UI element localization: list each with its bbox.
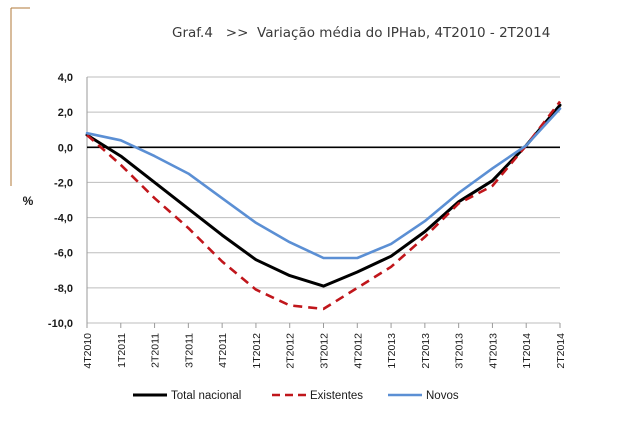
series-lines bbox=[85, 100, 562, 311]
x-tick-label: 4T2011 bbox=[217, 333, 229, 368]
x-tick-label: 3T2013 bbox=[454, 333, 466, 369]
axes bbox=[86, 77, 561, 328]
x-tick-label: 2T2013 bbox=[420, 333, 432, 369]
y-tick-label: 0,0 bbox=[58, 142, 73, 154]
y-axis-label: % bbox=[23, 194, 34, 208]
y-tick-label: -8,0 bbox=[54, 283, 73, 295]
x-tick-label: 4T2010 bbox=[82, 333, 94, 369]
y-tick-label: -2,0 bbox=[54, 177, 73, 189]
x-tick-label: 2T2012 bbox=[285, 333, 297, 369]
legend-label: Existentes bbox=[310, 390, 363, 402]
y-tick-label: -6,0 bbox=[54, 248, 73, 260]
y-tick-label: -4,0 bbox=[54, 213, 73, 225]
x-axis-ticks: 4T2010 1T2011 2T2011 3T2011 4T2011 1T2012 2T20… bbox=[82, 333, 567, 369]
x-tick-label: 1T2011 bbox=[116, 333, 128, 368]
x-tick-label: 1T2013 bbox=[386, 333, 398, 369]
y-tick-label: 4,0 bbox=[58, 72, 73, 84]
series-line-existentes bbox=[86, 100, 562, 311]
chart-title: Graf.4 >> Variação média do IPHab, 4T201… bbox=[172, 25, 550, 41]
x-tick-label: 3T2012 bbox=[319, 333, 331, 369]
legend: Total nacional Existentes Novos bbox=[133, 390, 459, 402]
x-tick-label: 2T2014 bbox=[555, 333, 567, 369]
legend-label: Novos bbox=[426, 390, 459, 402]
x-tick-label: 1T2014 bbox=[521, 333, 533, 369]
y-axis-ticks: 4,0 2,0 0,0 -2,0 -4,0 -6,0 -8,0 -10,0 bbox=[48, 72, 73, 330]
legend-label: Total nacional bbox=[171, 390, 241, 402]
x-tick-label: 4T2013 bbox=[487, 333, 499, 369]
x-tick-label: 1T2012 bbox=[251, 333, 263, 369]
y-tick-label: -10,0 bbox=[48, 318, 73, 330]
x-tick-label: 4T2012 bbox=[352, 333, 364, 369]
y-tick-label: 2,0 bbox=[58, 107, 73, 119]
x-tick-label: 3T2011 bbox=[183, 333, 195, 368]
x-tick-label: 2T2011 bbox=[150, 333, 162, 368]
